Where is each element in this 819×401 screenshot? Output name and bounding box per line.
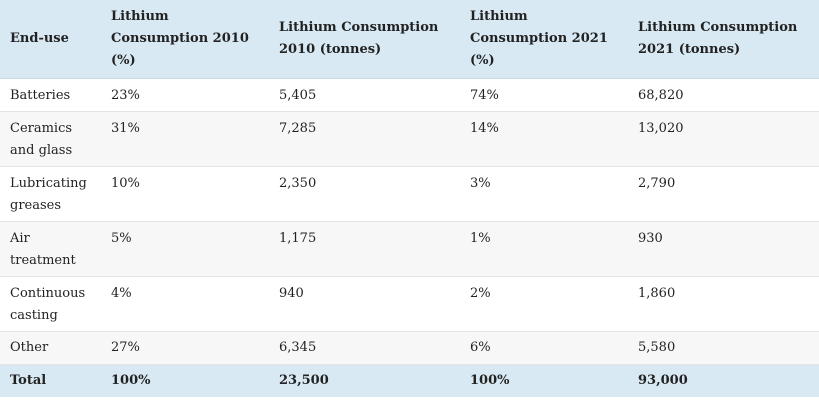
header-consumption-2010-percent: Lithium Consumption 2010 (%) <box>101 0 269 79</box>
cell-2010-tonnes: 5,405 <box>269 78 460 112</box>
total-2010-percent: 100% <box>101 364 269 397</box>
cell-2021-tonnes: 930 <box>628 221 819 277</box>
table-body: Batteries 23% 5,405 74% 68,820 Ceramics … <box>0 78 819 365</box>
cell-2021-tonnes: 5,580 <box>628 331 819 365</box>
cell-2010-percent: 27% <box>101 331 269 365</box>
cell-2010-percent: 5% <box>101 221 269 277</box>
total-2010-tonnes: 23,500 <box>269 364 460 397</box>
cell-2021-percent: 3% <box>460 166 628 222</box>
table-row: Continuous casting 4% 940 2% 1,860 <box>0 276 819 332</box>
cell-2010-percent: 10% <box>101 166 269 222</box>
header-row: End-use Lithium Consumption 2010 (%) Lit… <box>0 0 819 79</box>
cell-2021-percent: 74% <box>460 78 628 112</box>
cell-2010-tonnes: 940 <box>269 276 460 332</box>
total-2021-percent: 100% <box>460 364 628 397</box>
header-consumption-2021-percent: Lithium Consumption 2021 (%) <box>460 0 628 79</box>
header-consumption-2021-tonnes: Lithium Consumption 2021 (tonnes) <box>628 0 819 79</box>
table-row: Batteries 23% 5,405 74% 68,820 <box>0 78 819 112</box>
cell-2021-tonnes: 1,860 <box>628 276 819 332</box>
cell-2010-tonnes: 7,285 <box>269 111 460 167</box>
cell-2021-tonnes: 2,790 <box>628 166 819 222</box>
table-row: Ceramics and glass 31% 7,285 14% 13,020 <box>0 111 819 167</box>
total-label: Total <box>0 364 101 397</box>
table-row: Lubricating greases 10% 2,350 3% 2,790 <box>0 166 819 222</box>
table-header: End-use Lithium Consumption 2010 (%) Lit… <box>0 0 819 79</box>
cell-2021-percent: 2% <box>460 276 628 332</box>
table-row: Other 27% 6,345 6% 5,580 <box>0 331 819 365</box>
cell-end-use: Lubricating greases <box>0 166 101 222</box>
cell-end-use: Ceramics and glass <box>0 111 101 167</box>
cell-2010-percent: 23% <box>101 78 269 112</box>
table-row: Air treatment 5% 1,175 1% 930 <box>0 221 819 277</box>
cell-2021-percent: 1% <box>460 221 628 277</box>
cell-end-use: Air treatment <box>0 221 101 277</box>
cell-2010-tonnes: 6,345 <box>269 331 460 365</box>
header-end-use: End-use <box>0 0 101 79</box>
cell-2021-percent: 6% <box>460 331 628 365</box>
cell-end-use: Continuous casting <box>0 276 101 332</box>
cell-2021-tonnes: 68,820 <box>628 78 819 112</box>
table-footer: Total 100% 23,500 100% 93,000 <box>0 364 819 397</box>
header-consumption-2010-tonnes: Lithium Consumption 2010 (tonnes) <box>269 0 460 79</box>
cell-end-use: Batteries <box>0 78 101 112</box>
total-row: Total 100% 23,500 100% 93,000 <box>0 364 819 397</box>
total-2021-tonnes: 93,000 <box>628 364 819 397</box>
cell-2021-tonnes: 13,020 <box>628 111 819 167</box>
cell-2021-percent: 14% <box>460 111 628 167</box>
cell-2010-percent: 4% <box>101 276 269 332</box>
cell-end-use: Other <box>0 331 101 365</box>
cell-2010-tonnes: 1,175 <box>269 221 460 277</box>
cell-2010-percent: 31% <box>101 111 269 167</box>
cell-2010-tonnes: 2,350 <box>269 166 460 222</box>
